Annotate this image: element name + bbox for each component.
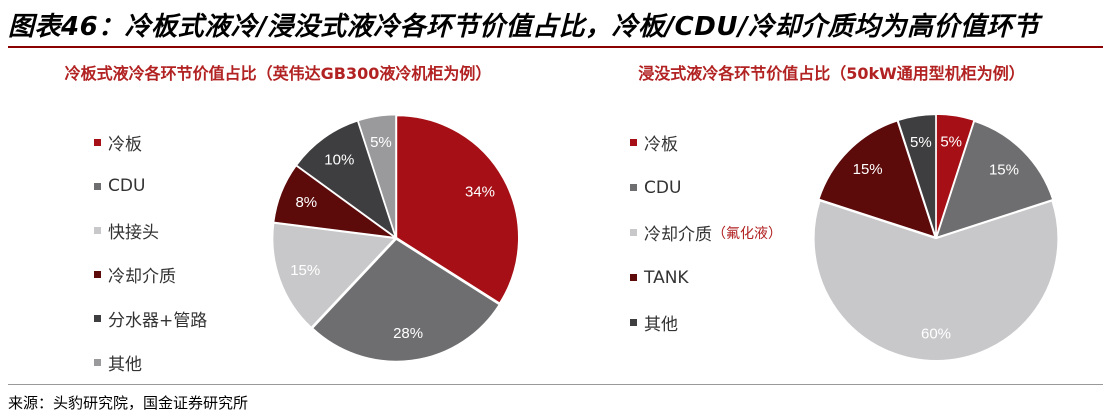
pie-slice (273, 164, 396, 239)
legend-swatch (94, 270, 101, 278)
legend-item: CDU (630, 165, 782, 210)
slice-label: 5% (370, 134, 392, 151)
title-rule (8, 46, 1103, 48)
legend-swatch (630, 319, 637, 326)
legend-swatch (630, 139, 637, 146)
pie-slice (272, 222, 397, 329)
legend-label: CDU (108, 176, 146, 196)
legend-cold-plate: 冷板 CDU 快接头冷却介质分水器+管路 其他 (94, 120, 207, 384)
chart-title-immersion: 浸没式液冷各环节价值占比（50kW通用型机柜为例） (638, 64, 1025, 83)
legend-label: 其他 (644, 315, 678, 335)
legend-swatch (94, 138, 101, 146)
legend-note: （氟化液） (712, 225, 782, 242)
slice-label: 15% (853, 161, 883, 178)
legend-swatch (630, 184, 637, 191)
slice-label: 28% (393, 325, 423, 342)
panel-cold-plate: 冷板式液冷各环节价值占比（英伟达GB300液冷机柜为例） 冷板 CDU 快接头冷却介… (8, 52, 548, 375)
pie-slice (935, 120, 1054, 239)
legend-item: 冷却介质 （氟化液） (630, 210, 782, 255)
pie-slice (357, 114, 397, 237)
legend-swatch (630, 229, 637, 236)
legend-item: 快接头 (94, 208, 207, 252)
pie-slice (897, 113, 937, 237)
slice-label: 5% (910, 134, 932, 151)
slice-label: 60% (921, 325, 951, 342)
slice-label: 34% (465, 183, 495, 200)
legend-swatch (94, 358, 101, 366)
legend-item: 其他 (94, 340, 207, 384)
pie-cold-plate: 34% 28% 15% 8% 10% 5% (272, 114, 520, 362)
legend-label: 快接头 (108, 222, 159, 243)
panel-immersion: 浸没式液冷各环节价值占比（50kW通用型机柜为例） 冷板 CDU 冷却介质 （氟化液）… (560, 52, 1103, 370)
pie-slice (813, 200, 1059, 362)
slice-label: 5% (940, 134, 962, 151)
legend-label: 冷却介质 (108, 266, 176, 287)
legend-item: 分水器+管路 (94, 296, 207, 340)
legend-label: 其他 (108, 354, 142, 375)
legend-label: 冷板 (644, 135, 678, 155)
slice-label: 10% (324, 151, 354, 168)
figure-title: 图表46：冷板式液冷/浸没式液冷各环节价值占比，冷板/CDU/冷却介质均为高价值… (8, 12, 1040, 42)
pie-slice (295, 120, 397, 239)
legend-item: 冷板 (630, 120, 782, 165)
legend-swatch (630, 274, 637, 281)
legend-swatch (94, 182, 101, 190)
slice-label: 15% (290, 262, 320, 279)
legend-swatch (94, 314, 101, 322)
legend-item: 其他 (630, 300, 782, 345)
pie-slice (311, 238, 500, 362)
legend-swatch (94, 226, 101, 234)
chart-title-cold-plate: 冷板式液冷各环节价值占比（英伟达GB300液冷机柜为例） (64, 64, 492, 83)
legend-immersion: 冷板 CDU 冷却介质 （氟化液） TANK 其他 (630, 120, 782, 345)
legend-item: TANK (630, 255, 782, 300)
source-note: 来源：头豹研究院，国金证券研究所 (8, 394, 249, 412)
legend-label: 冷却介质 (644, 225, 712, 245)
legend-label: 冷板 (108, 134, 142, 155)
legend-item: 冷却介质 (94, 252, 207, 296)
legend-item: CDU (94, 164, 207, 208)
source-rule (8, 384, 1103, 385)
slice-label: 8% (295, 194, 317, 211)
legend-label: 分水器+管路 (108, 310, 208, 331)
pie-immersion: 5% 15% 60% 15% 5% (813, 113, 1059, 362)
pie-slice (396, 115, 520, 304)
legend-label: CDU (644, 177, 682, 198)
slice-label: 15% (989, 162, 1019, 179)
legend-item: 冷板 (94, 120, 207, 164)
pie-slice (818, 120, 936, 238)
legend-label: TANK (644, 267, 689, 288)
